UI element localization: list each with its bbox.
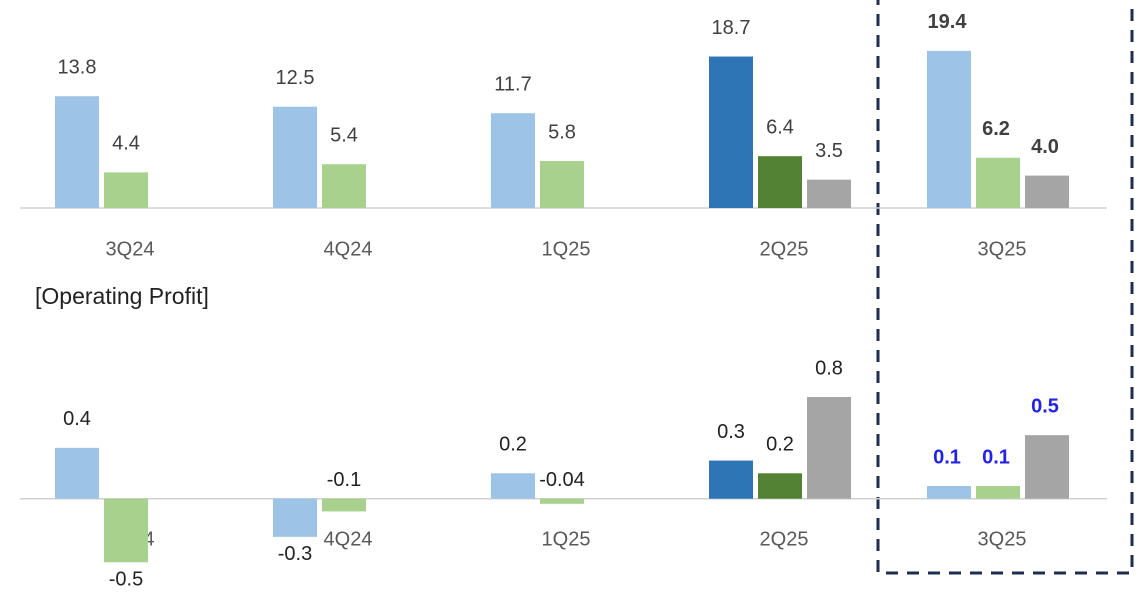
value-label: 4.4: [112, 133, 140, 155]
x-tick-label: 2Q25: [760, 528, 809, 550]
value-label: 0.5: [1031, 395, 1059, 417]
bar: [322, 498, 366, 512]
value-label: -0.5: [109, 569, 143, 591]
value-label: 11.7: [494, 74, 531, 96]
x-tick-label: 1Q25: [542, 238, 591, 260]
value-label: 6.2: [982, 118, 1010, 140]
value-label: 12.5: [276, 67, 315, 89]
value-label: 0.3: [717, 421, 745, 443]
bar: [104, 172, 148, 208]
x-tick-label: 2Q25: [760, 238, 809, 260]
value-label: 6.4: [766, 116, 794, 138]
value-label: 0.1: [933, 446, 961, 468]
value-label: -0.04: [539, 469, 585, 491]
value-label: 0.4: [63, 408, 91, 430]
value-label: 0.2: [499, 434, 527, 456]
value-label: 5.8: [548, 121, 576, 143]
value-label: 0.8: [815, 357, 843, 379]
value-label: 0.2: [766, 434, 794, 456]
bar: [540, 498, 584, 504]
bar: [322, 164, 366, 208]
x-tick-label: 3Q24: [106, 238, 155, 260]
value-label: 0.1: [982, 446, 1010, 468]
bar: [491, 113, 535, 208]
bar: [976, 486, 1020, 499]
x-tick-label: 3Q25: [978, 238, 1027, 260]
bar: [976, 157, 1020, 208]
bar: [758, 156, 802, 208]
bar: [927, 486, 971, 499]
bar: [807, 397, 851, 499]
bar: [709, 56, 753, 208]
bar: [104, 498, 148, 563]
value-label: 19.4: [928, 11, 968, 33]
value-label: 13.8: [58, 57, 97, 79]
bar: [55, 96, 99, 208]
value-label: -0.1: [327, 469, 361, 491]
bar: [758, 473, 802, 499]
bar: [55, 447, 99, 499]
bar: [273, 498, 317, 537]
value-label: -0.3: [278, 543, 312, 565]
value-label: 4.0: [1031, 136, 1059, 158]
x-tick-label: 4Q24: [324, 528, 373, 550]
x-tick-label: 4Q24: [324, 238, 373, 260]
x-tick-label: 1Q25: [542, 528, 591, 550]
bar: [709, 460, 753, 499]
value-label: 3.5: [815, 140, 843, 162]
bar: [807, 179, 851, 208]
value-label: 5.4: [330, 125, 358, 147]
bar: [927, 50, 971, 208]
x-tick-label: 3Q25: [978, 528, 1027, 550]
bar: [1025, 175, 1069, 208]
bar: [540, 161, 584, 208]
bar: [491, 473, 535, 499]
value-label: 18.7: [712, 17, 751, 39]
bar: [1025, 435, 1069, 499]
chart-title: [Operating Profit]: [35, 283, 209, 309]
bar: [273, 106, 317, 208]
